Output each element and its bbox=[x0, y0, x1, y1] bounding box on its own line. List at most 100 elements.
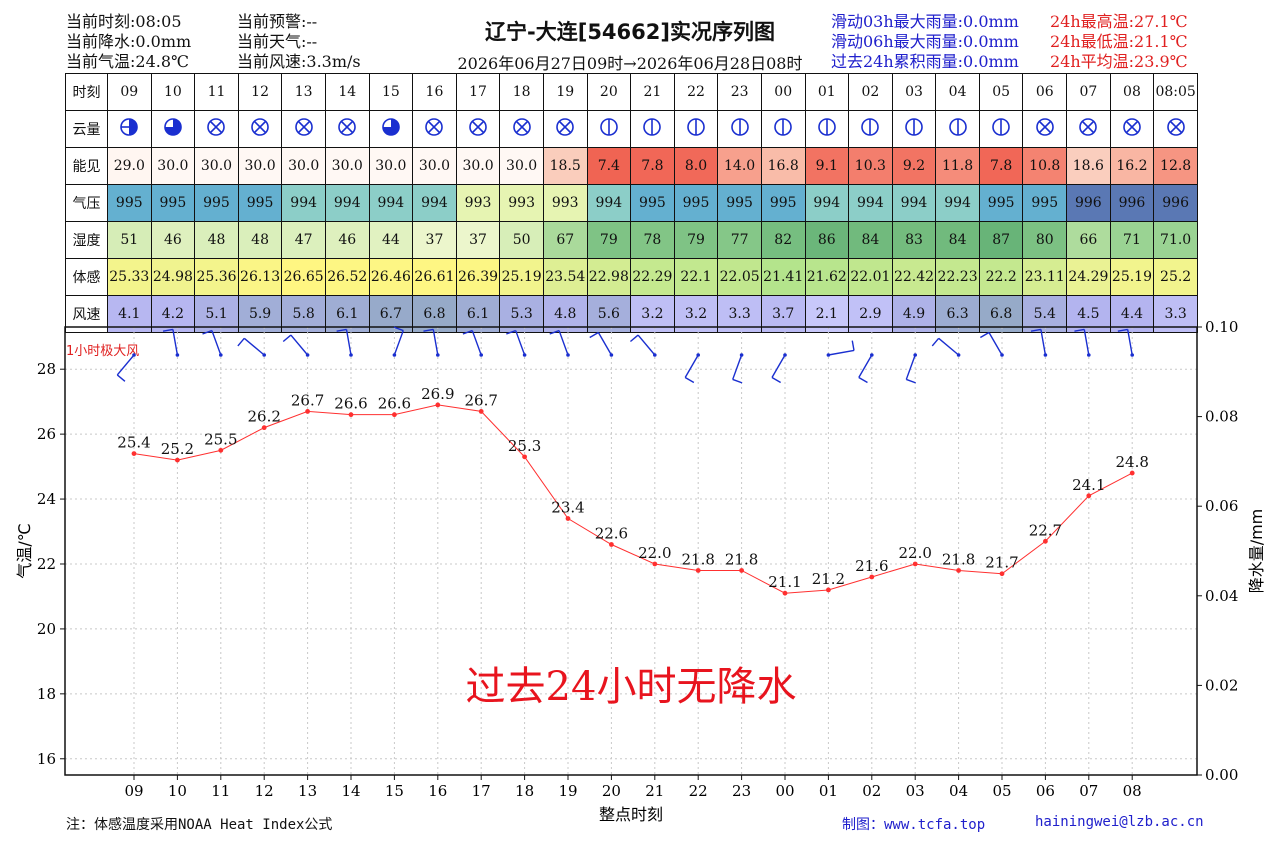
pressure-cell: 994 bbox=[281, 184, 326, 222]
pressure-cell: 994 bbox=[935, 184, 980, 222]
obscured-sky-icon bbox=[1109, 110, 1155, 148]
hour-cell: 08:05 bbox=[1153, 73, 1198, 111]
hour-cell: 18 bbox=[499, 73, 544, 111]
hour-cell: 01 bbox=[804, 73, 850, 111]
wind-barb bbox=[732, 354, 743, 380]
temperature-point bbox=[695, 568, 701, 573]
pressure-cell: 995 bbox=[150, 184, 196, 222]
y2-tick-label: 0.06 bbox=[1205, 497, 1238, 515]
feels-like-cell: 22.98 bbox=[586, 258, 632, 296]
temperature-point bbox=[869, 574, 875, 580]
temperature-point-label: 21.8 bbox=[681, 550, 714, 568]
clear-sky-icon bbox=[978, 110, 1024, 148]
pressure-cell: 995 bbox=[760, 184, 806, 222]
humidity-cell: 71 bbox=[1109, 221, 1155, 259]
visibility-cell: 18.5 bbox=[542, 147, 588, 185]
rain-stats: 滑动03h最大雨量:0.0mm 滑动06h最大雨量:0.0mm 过去24h累积雨… bbox=[831, 12, 1019, 72]
pressure-cell: 993 bbox=[455, 184, 501, 222]
temperature-point bbox=[609, 542, 614, 547]
feels-like-cell: 24.98 bbox=[150, 258, 196, 296]
pressure-cell: 994 bbox=[891, 184, 937, 222]
x-tick-label: 22 bbox=[689, 782, 708, 800]
hour-cell: 00 bbox=[760, 73, 806, 111]
clear-sky-icon bbox=[717, 110, 762, 148]
pressure-cell: 993 bbox=[542, 184, 588, 222]
temperature-point bbox=[1086, 493, 1092, 499]
temperature-point-label: 22.0 bbox=[638, 544, 671, 562]
temperature-point bbox=[565, 516, 571, 521]
wind-barb bbox=[771, 354, 786, 378]
temperature-point bbox=[478, 409, 484, 414]
table-row: 云量 bbox=[65, 110, 1198, 148]
humidity-cell: 46 bbox=[324, 221, 370, 259]
temperature-point-label: 26.2 bbox=[247, 408, 280, 426]
table-row: 体感 25.33 24.98 25.36 26.13 26.65 26.52 26.46 26.… bbox=[65, 258, 1198, 296]
x-tick-label: 00 bbox=[775, 782, 794, 800]
visibility-cell: 16.2 bbox=[1109, 147, 1155, 185]
plot-frame bbox=[64, 326, 1198, 776]
temperature-point-label: 22.6 bbox=[595, 525, 628, 543]
humidity-cell: 71.0 bbox=[1153, 221, 1198, 259]
current-time: 当前时刻:08:05 bbox=[66, 12, 182, 31]
three-quarter-cloud-icon bbox=[368, 110, 414, 148]
wind-barb bbox=[828, 349, 855, 356]
temperature-point bbox=[782, 590, 788, 596]
humidity-cell: 48 bbox=[237, 221, 283, 259]
clear-sky-icon bbox=[848, 110, 893, 148]
x-tick-label: 10 bbox=[168, 782, 187, 800]
humidity-cell: 77 bbox=[717, 221, 762, 259]
pressure-cell: 995 bbox=[978, 184, 1024, 222]
humidity-cell: 78 bbox=[630, 221, 675, 259]
clear-sky-icon bbox=[891, 110, 937, 148]
temperature-point bbox=[392, 412, 397, 418]
current-warning: 当前预警:-- bbox=[237, 12, 318, 31]
temperature-point-label: 25.4 bbox=[117, 434, 150, 452]
visibility-cell: 30.0 bbox=[324, 147, 370, 185]
y-tick-label: 16 bbox=[37, 750, 56, 768]
temperature-point-label: 26.6 bbox=[378, 395, 411, 413]
temperature-point-label: 21.2 bbox=[812, 570, 845, 588]
wind-barb-feather bbox=[1030, 328, 1042, 332]
wind-barb-feather bbox=[423, 328, 434, 332]
clear-sky-icon bbox=[630, 110, 675, 148]
feels-like-cell: 22.1 bbox=[673, 258, 719, 296]
humidity-cell: 84 bbox=[935, 221, 980, 259]
table-row: 气压 995 995 995 995 994 994 994 994 993 993 993 994 99… bbox=[65, 184, 1198, 222]
humidity-cell: 37 bbox=[455, 221, 501, 259]
hour-cell: 10 bbox=[150, 73, 196, 111]
temperature-point-label: 26.7 bbox=[291, 391, 324, 409]
x-tick-label: 21 bbox=[645, 782, 664, 800]
hour-cell: 17 bbox=[455, 73, 501, 111]
wind-barb bbox=[905, 354, 916, 380]
feels-like-cell: 23.54 bbox=[542, 258, 588, 296]
wind-barb-feather bbox=[931, 337, 940, 347]
temp-24h-min: 24h最低温:21.1℃ bbox=[1050, 32, 1188, 51]
wind-barb bbox=[1126, 329, 1133, 356]
feels-like-cell: 22.2 bbox=[978, 258, 1024, 296]
temperature-point-label: 22.0 bbox=[898, 544, 931, 562]
x-tick-label: 14 bbox=[341, 782, 360, 800]
pressure-cell: 996 bbox=[1066, 184, 1111, 222]
wind-barb bbox=[597, 332, 613, 356]
wind-barb-feather bbox=[202, 329, 213, 335]
visibility-cell: 29.0 bbox=[107, 147, 152, 185]
y2-tick-label: 0.00 bbox=[1205, 766, 1238, 784]
humidity-cell: 83 bbox=[891, 221, 937, 259]
visibility-cell: 16.8 bbox=[760, 147, 806, 185]
obscured-sky-icon bbox=[237, 110, 283, 148]
temp-24h-max: 24h最高温:27.1℃ bbox=[1050, 12, 1188, 31]
x-tick-label: 09 bbox=[124, 782, 143, 800]
feels-like-cell: 24.29 bbox=[1066, 258, 1111, 296]
wind-barb bbox=[938, 337, 960, 356]
wind-barb-feather bbox=[162, 328, 174, 332]
wind-barb-feather bbox=[1074, 328, 1085, 332]
obscured-sky-icon bbox=[324, 110, 370, 148]
temperature-point-label: 25.3 bbox=[508, 437, 541, 455]
obscured-sky-icon bbox=[455, 110, 501, 148]
feels-like-cell: 26.65 bbox=[281, 258, 326, 296]
temperature-point-label: 22.7 bbox=[1029, 521, 1062, 539]
current-status-col1: 当前时刻:08:05 当前降水:0.0mm 当前气温:24.8℃ bbox=[66, 12, 191, 72]
hour-cell: 23 bbox=[717, 73, 762, 111]
visibility-cell: 7.8 bbox=[630, 147, 675, 185]
